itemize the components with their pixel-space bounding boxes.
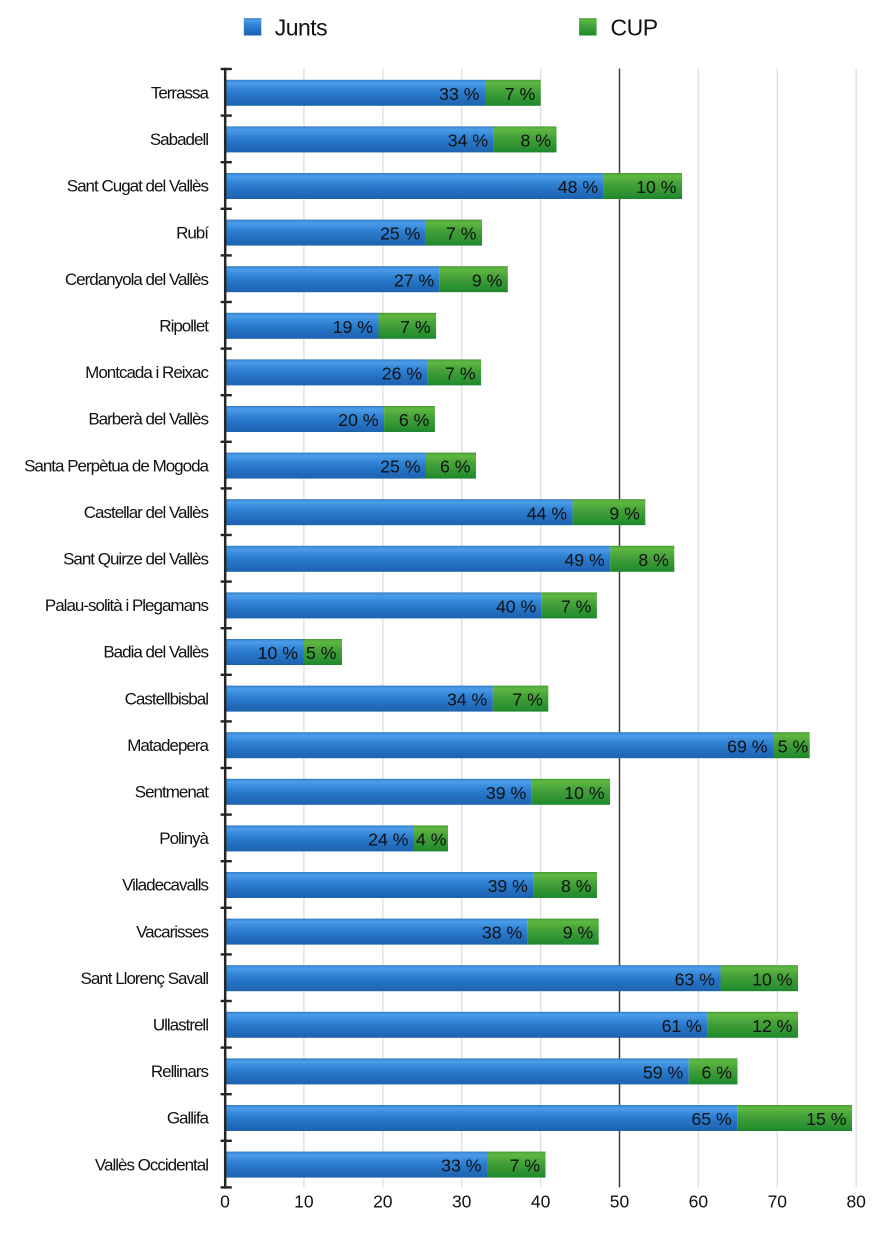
svg-text:7 %: 7 % (400, 317, 431, 337)
svg-text:39 %: 39 % (486, 783, 527, 803)
svg-text:Ripollet: Ripollet (159, 317, 209, 336)
svg-text:10 %: 10 % (636, 177, 677, 197)
svg-text:59 %: 59 % (643, 1063, 684, 1083)
svg-text:19 %: 19 % (333, 317, 374, 337)
svg-text:80: 80 (846, 1192, 866, 1212)
svg-text:Montcada i Reixac: Montcada i Reixac (85, 363, 209, 382)
svg-text:9 %: 9 % (609, 503, 640, 523)
svg-text:8 %: 8 % (521, 131, 552, 151)
svg-text:Palau-solità i Plegamans: Palau-solità i Plegamans (45, 596, 209, 615)
svg-text:15 %: 15 % (806, 1109, 847, 1129)
svg-text:Ullastrell: Ullastrell (153, 1016, 208, 1035)
svg-text:5 %: 5 % (778, 736, 809, 756)
svg-text:Rubí: Rubí (176, 223, 209, 242)
svg-text:44 %: 44 % (527, 503, 568, 523)
svg-text:26 %: 26 % (382, 364, 423, 384)
svg-text:33 %: 33 % (439, 84, 480, 104)
svg-text:39 %: 39 % (488, 876, 529, 896)
svg-text:7 %: 7 % (505, 84, 536, 104)
svg-text:12 %: 12 % (752, 1016, 793, 1036)
svg-text:Junts: Junts (275, 14, 327, 40)
svg-text:Sant Quirze del Vallès: Sant Quirze del Vallès (63, 550, 208, 569)
svg-text:Santa Perpètua de Mogoda: Santa Perpètua de Mogoda (24, 456, 209, 475)
svg-text:10: 10 (294, 1192, 314, 1212)
svg-text:25 %: 25 % (380, 457, 421, 477)
svg-text:10 %: 10 % (258, 643, 299, 663)
svg-text:7 %: 7 % (561, 597, 592, 617)
svg-text:CUP: CUP (611, 14, 658, 40)
svg-text:Barberà del Vallès: Barberà del Vallès (88, 410, 208, 429)
svg-text:9 %: 9 % (563, 923, 594, 943)
svg-text:24 %: 24 % (368, 830, 409, 850)
svg-text:70: 70 (768, 1192, 788, 1212)
svg-text:8 %: 8 % (638, 550, 669, 570)
svg-text:9 %: 9 % (472, 270, 503, 290)
svg-text:Gallifa: Gallifa (167, 1109, 210, 1128)
svg-text:Sant Cugat del Vallès: Sant Cugat del Vallès (67, 177, 209, 196)
svg-text:Sentmenat: Sentmenat (135, 783, 209, 802)
svg-text:6 %: 6 % (399, 410, 430, 430)
svg-text:25 %: 25 % (380, 224, 421, 244)
svg-text:69 %: 69 % (727, 736, 768, 756)
svg-text:5 %: 5 % (306, 643, 337, 663)
svg-text:Castellar del Vallès: Castellar del Vallès (84, 503, 209, 522)
svg-text:10 %: 10 % (564, 783, 605, 803)
svg-text:0: 0 (220, 1192, 230, 1212)
svg-text:Vallès Occidental: Vallès Occidental (95, 1155, 208, 1174)
svg-text:Cerdanyola del Vallès: Cerdanyola del Vallès (65, 270, 209, 289)
svg-text:20: 20 (373, 1192, 393, 1212)
svg-text:34 %: 34 % (448, 131, 489, 151)
svg-text:Viladecavalls: Viladecavalls (122, 876, 208, 895)
svg-text:48 %: 48 % (558, 177, 599, 197)
svg-text:6 %: 6 % (702, 1063, 733, 1083)
svg-text:34 %: 34 % (447, 690, 488, 710)
svg-text:49 %: 49 % (564, 550, 605, 570)
svg-text:Sant Llorenç Savall: Sant Llorenç Savall (81, 969, 209, 988)
svg-text:Terrassa: Terrassa (151, 84, 210, 103)
svg-text:63 %: 63 % (675, 969, 716, 989)
svg-text:40 %: 40 % (496, 597, 537, 617)
svg-text:4 %: 4 % (416, 830, 447, 850)
svg-text:Vacarisses: Vacarisses (136, 922, 208, 941)
svg-text:38 %: 38 % (482, 923, 523, 943)
svg-text:65 %: 65 % (691, 1109, 732, 1129)
svg-text:10 %: 10 % (752, 969, 793, 989)
svg-text:20 %: 20 % (338, 410, 379, 430)
svg-text:6 %: 6 % (440, 457, 471, 477)
svg-text:61 %: 61 % (662, 1016, 703, 1036)
svg-text:Matadepera: Matadepera (127, 736, 209, 755)
svg-text:Sabadell: Sabadell (150, 130, 208, 149)
svg-text:7 %: 7 % (446, 224, 477, 244)
svg-text:33 %: 33 % (441, 1156, 482, 1176)
svg-text:7 %: 7 % (445, 364, 476, 384)
svg-text:Rellinars: Rellinars (151, 1062, 209, 1081)
svg-text:8 %: 8 % (561, 876, 592, 896)
svg-text:40: 40 (531, 1192, 551, 1212)
svg-text:Polinyà: Polinyà (159, 829, 209, 848)
svg-text:27 %: 27 % (394, 270, 435, 290)
svg-text:30: 30 (452, 1192, 472, 1212)
svg-text:60: 60 (689, 1192, 709, 1212)
svg-text:Castellbisbal: Castellbisbal (125, 689, 209, 708)
svg-text:Badia del Vallès: Badia del Vallès (103, 643, 208, 662)
svg-text:50: 50 (610, 1192, 630, 1212)
svg-text:7 %: 7 % (510, 1156, 541, 1176)
svg-text:7 %: 7 % (512, 690, 543, 710)
